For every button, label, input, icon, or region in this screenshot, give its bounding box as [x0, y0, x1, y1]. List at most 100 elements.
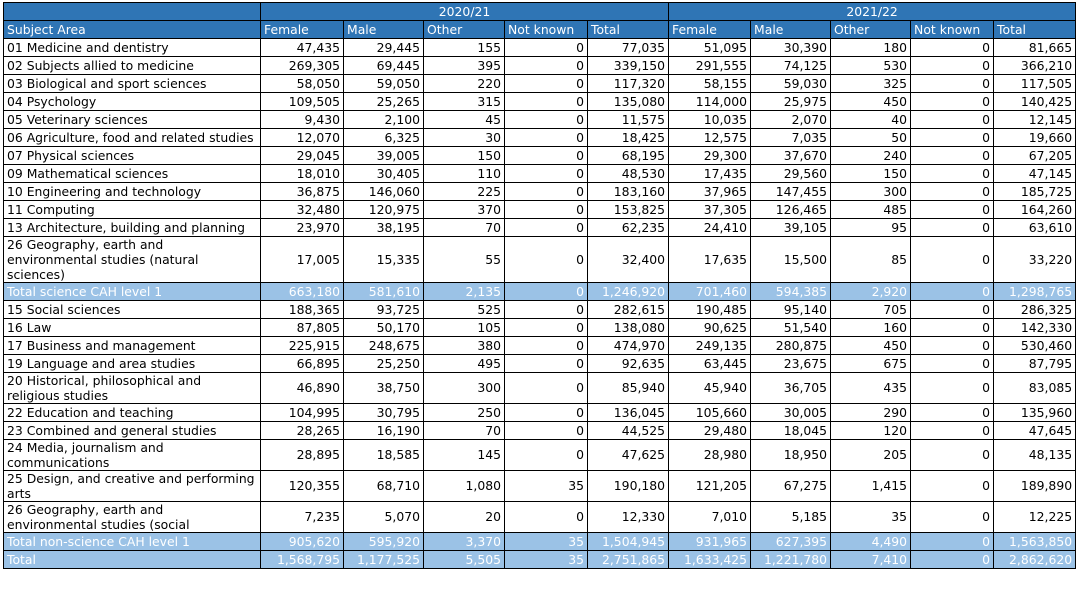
value-cell[interactable]: 44,525	[586, 421, 670, 440]
value-cell[interactable]: 0	[910, 532, 995, 551]
value-cell[interactable]: 150	[423, 146, 505, 165]
subject-cell[interactable]: 05 Veterinary sciences	[3, 110, 261, 129]
value-cell[interactable]: 280,875	[750, 336, 832, 355]
value-cell[interactable]: 1,298,765	[993, 282, 1077, 301]
value-cell[interactable]: 190,485	[668, 300, 752, 319]
value-cell[interactable]: 35	[830, 501, 912, 533]
value-cell[interactable]: 1,563,850	[993, 532, 1077, 551]
value-cell[interactable]: 153,825	[586, 200, 670, 219]
value-cell[interactable]: 0	[504, 146, 588, 165]
value-cell[interactable]: 83,085	[993, 372, 1077, 404]
subject-cell[interactable]: 24 Media, journalism and communications	[3, 439, 261, 471]
value-cell[interactable]: 286,325	[993, 300, 1077, 319]
value-cell[interactable]: 0	[504, 92, 588, 111]
subject-cell[interactable]: 03 Biological and sport sciences	[3, 74, 261, 93]
value-cell[interactable]: 18,425	[586, 128, 670, 147]
value-cell[interactable]: 50,170	[343, 318, 424, 337]
value-cell[interactable]: 0	[910, 146, 995, 165]
value-cell[interactable]: 0	[504, 336, 588, 355]
value-cell[interactable]: 188,365	[260, 300, 344, 319]
value-cell[interactable]: 28,980	[668, 439, 752, 471]
value-cell[interactable]: 0	[504, 421, 588, 440]
value-cell[interactable]: 530,460	[993, 336, 1077, 355]
value-cell[interactable]: 25,975	[750, 92, 832, 111]
value-cell[interactable]: 1,177,525	[343, 550, 424, 569]
column-header-male-2021-22[interactable]: Male	[750, 20, 832, 39]
value-cell[interactable]: 0	[910, 403, 995, 422]
value-cell[interactable]: 59,050	[343, 74, 424, 93]
value-cell[interactable]: 17,635	[668, 236, 752, 283]
value-cell[interactable]: 68,195	[586, 146, 670, 165]
value-cell[interactable]: 12,145	[993, 110, 1077, 129]
subject-cell[interactable]: 04 Psychology	[3, 92, 261, 111]
value-cell[interactable]: 339,150	[586, 56, 670, 75]
value-cell[interactable]: 0	[504, 300, 588, 319]
value-cell[interactable]: 530	[830, 56, 912, 75]
value-cell[interactable]: 2,751,865	[586, 550, 670, 569]
value-cell[interactable]: 0	[504, 439, 588, 471]
subject-cell[interactable]: Total science CAH level 1	[3, 282, 261, 301]
subject-cell[interactable]: 15 Social sciences	[3, 300, 261, 319]
value-cell[interactable]: 0	[910, 421, 995, 440]
value-cell[interactable]: 120	[830, 421, 912, 440]
value-cell[interactable]: 485	[830, 200, 912, 219]
value-cell[interactable]: 39,105	[750, 218, 832, 237]
subject-cell[interactable]: 23 Combined and general studies	[3, 421, 261, 440]
column-header-subject-area[interactable]: Subject Area	[3, 20, 261, 39]
value-cell[interactable]: 0	[910, 182, 995, 201]
column-header-female-2020-21[interactable]: Female	[260, 20, 344, 39]
value-cell[interactable]: 9,430	[260, 110, 344, 129]
value-cell[interactable]: 0	[910, 282, 995, 301]
value-cell[interactable]: 7,235	[260, 501, 344, 533]
value-cell[interactable]: 185,725	[993, 182, 1077, 201]
subject-cell[interactable]: 26 Geography, earth and environmental st…	[3, 501, 261, 533]
value-cell[interactable]: 155	[423, 38, 505, 57]
value-cell[interactable]: 29,045	[260, 146, 344, 165]
value-cell[interactable]: 142,330	[993, 318, 1077, 337]
column-header-other-2020-21[interactable]: Other	[423, 20, 505, 39]
value-cell[interactable]: 180	[830, 38, 912, 57]
value-cell[interactable]: 30,795	[343, 403, 424, 422]
subject-cell[interactable]: 25 Design, and creative and performing a…	[3, 470, 261, 502]
subject-cell[interactable]: 06 Agriculture, food and related studies	[3, 128, 261, 147]
value-cell[interactable]: 63,610	[993, 218, 1077, 237]
value-cell[interactable]: 135,080	[586, 92, 670, 111]
value-cell[interactable]: 117,320	[586, 74, 670, 93]
value-cell[interactable]: 0	[910, 354, 995, 373]
value-cell[interactable]: 35	[504, 550, 588, 569]
value-cell[interactable]: 51,540	[750, 318, 832, 337]
column-header-female-2021-22[interactable]: Female	[668, 20, 752, 39]
value-cell[interactable]: 38,750	[343, 372, 424, 404]
value-cell[interactable]: 2,070	[750, 110, 832, 129]
subject-cell[interactable]: 07 Physical sciences	[3, 146, 261, 165]
value-cell[interactable]: 30	[423, 128, 505, 147]
value-cell[interactable]: 205	[830, 439, 912, 471]
value-cell[interactable]: 0	[910, 92, 995, 111]
column-header-not-known-2020-21[interactable]: Not known	[504, 20, 588, 39]
value-cell[interactable]: 0	[504, 128, 588, 147]
value-cell[interactable]: 0	[910, 236, 995, 283]
value-cell[interactable]: 40	[830, 110, 912, 129]
value-cell[interactable]: 0	[504, 403, 588, 422]
value-cell[interactable]: 12,070	[260, 128, 344, 147]
subject-cell[interactable]: 26 Geography, earth and environmental st…	[3, 236, 261, 283]
value-cell[interactable]: 45	[423, 110, 505, 129]
value-cell[interactable]: 675	[830, 354, 912, 373]
value-cell[interactable]: 0	[910, 501, 995, 533]
value-cell[interactable]: 4,490	[830, 532, 912, 551]
value-cell[interactable]: 48,135	[993, 439, 1077, 471]
value-cell[interactable]: 25,265	[343, 92, 424, 111]
value-cell[interactable]: 0	[504, 236, 588, 283]
value-cell[interactable]: 146,060	[343, 182, 424, 201]
value-cell[interactable]: 18,045	[750, 421, 832, 440]
value-cell[interactable]: 33,220	[993, 236, 1077, 283]
value-cell[interactable]: 10,035	[668, 110, 752, 129]
value-cell[interactable]: 248,675	[343, 336, 424, 355]
value-cell[interactable]: 30,005	[750, 403, 832, 422]
value-cell[interactable]: 581,610	[343, 282, 424, 301]
value-cell[interactable]: 1,246,920	[586, 282, 670, 301]
value-cell[interactable]: 0	[504, 200, 588, 219]
value-cell[interactable]: 0	[910, 218, 995, 237]
value-cell[interactable]: 12,575	[668, 128, 752, 147]
value-cell[interactable]: 87,795	[993, 354, 1077, 373]
